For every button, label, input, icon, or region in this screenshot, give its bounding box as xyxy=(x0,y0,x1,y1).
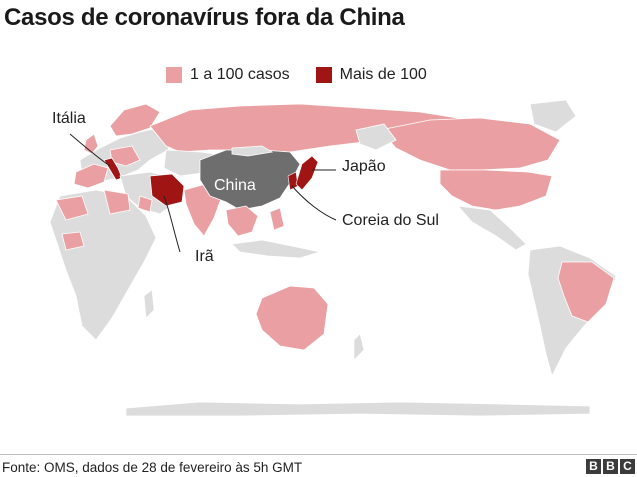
region-alaska xyxy=(355,123,397,151)
legend: 1 a 100 casos Mais de 100 xyxy=(166,66,453,84)
region-central-america xyxy=(457,205,527,251)
region-new-zealand xyxy=(353,333,365,361)
source-note: Fonte: OMS, dados de 28 de fevereiro às … xyxy=(2,460,303,475)
legend-item-high: Mais de 100 xyxy=(315,66,427,84)
footer-divider xyxy=(0,454,637,455)
world-map xyxy=(49,99,617,417)
region-australia xyxy=(255,285,329,351)
region-gulf xyxy=(137,195,153,213)
label-china: China xyxy=(214,177,256,194)
legend-swatch-low xyxy=(166,67,182,83)
region-madagascar xyxy=(143,289,155,319)
label-coreia-do-sul: Coreia do Sul xyxy=(342,212,439,229)
bbc-logo: B B C xyxy=(584,459,635,474)
leader-line-coreia xyxy=(291,185,337,221)
legend-label-high: Mais de 100 xyxy=(339,66,427,83)
region-philippines xyxy=(269,207,285,231)
label-italia: Itália xyxy=(52,110,86,127)
leader-line-ira xyxy=(163,195,181,253)
legend-label-low: 1 a 100 casos xyxy=(190,66,290,83)
region-japan xyxy=(295,155,319,191)
region-nigeria xyxy=(61,231,85,251)
region-se-asia xyxy=(225,205,259,237)
region-africa xyxy=(49,189,157,341)
region-usa xyxy=(439,169,553,211)
region-antarctica xyxy=(125,401,591,417)
legend-item-low: 1 a 100 casos xyxy=(166,66,290,84)
bbc-logo-letter-b2: B xyxy=(603,459,618,474)
label-ira: Irã xyxy=(195,248,214,265)
leader-line-italia xyxy=(69,133,111,167)
region-canada xyxy=(379,117,561,171)
label-japao: Japão xyxy=(342,158,386,175)
region-mongolia xyxy=(231,145,274,157)
region-indonesia xyxy=(231,239,321,259)
map-title: Casos de coronavírus fora da China xyxy=(4,4,405,31)
region-brazil xyxy=(557,261,615,323)
region-algeria xyxy=(55,195,89,221)
bbc-logo-letter-b1: B xyxy=(586,459,601,474)
region-greenland xyxy=(529,99,577,133)
legend-swatch-high xyxy=(315,67,332,83)
region-scandinavia xyxy=(109,103,161,137)
region-west-europe xyxy=(73,163,109,189)
region-iran xyxy=(149,173,185,207)
region-north-africa-egypt xyxy=(103,189,131,215)
bbc-logo-letter-c: C xyxy=(620,459,635,474)
